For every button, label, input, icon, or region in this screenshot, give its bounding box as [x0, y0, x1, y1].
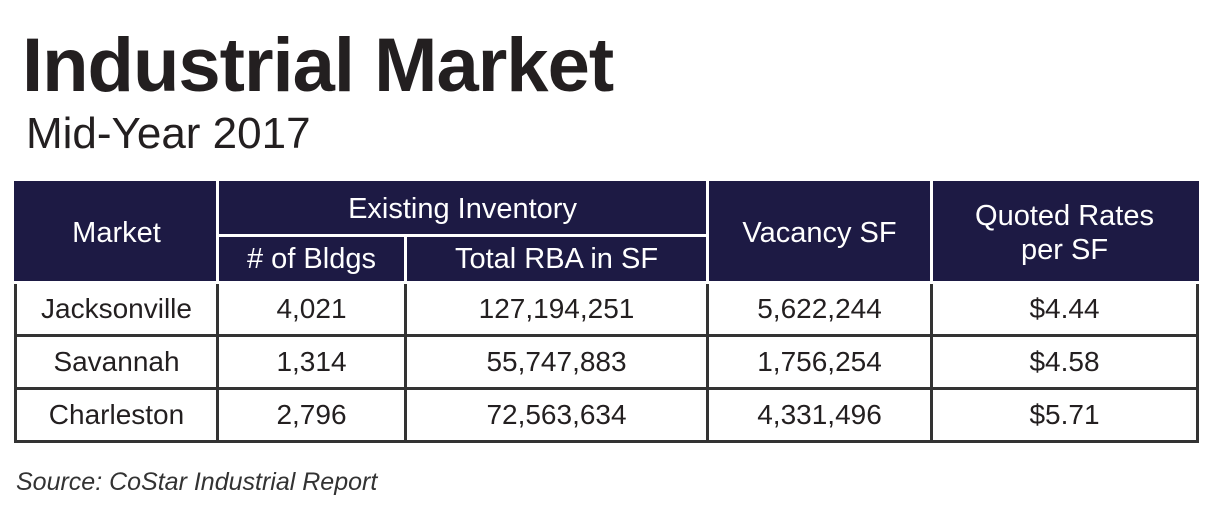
cell-bldgs: 4,021 [216, 281, 407, 337]
source-note: Source: CoStar Industrial Report [16, 468, 378, 496]
header-total-rba: Total RBA in SF [403, 234, 710, 284]
page-subtitle: Mid-Year 2017 [26, 109, 311, 158]
cell-bldgs: 1,314 [216, 334, 407, 390]
header-num-bldgs: # of Bldgs [216, 234, 407, 284]
page-title: Industrial Market [22, 23, 614, 108]
cell-rate: $4.58 [930, 334, 1200, 390]
cell-market: Savannah [14, 334, 219, 390]
header-quoted-rates-line1: Quoted Rates [975, 199, 1154, 232]
cell-market: Charleston [14, 387, 219, 443]
header-quoted-rates-line2: per SF [1021, 233, 1109, 266]
table-row: Jacksonville 4,021 127,194,251 5,622,244… [14, 281, 1200, 337]
cell-rba: 127,194,251 [403, 281, 710, 337]
table-subheader-row: # of Bldgs Total RBA in SF [16, 234, 1198, 284]
cell-bldgs: 2,796 [216, 387, 407, 443]
cell-rate: $5.71 [930, 387, 1200, 443]
industrial-market-table: Market Existing Inventory Vacancy SF Quo… [14, 181, 1200, 443]
cell-rba: 72,563,634 [403, 387, 710, 443]
table-row: Charleston 2,796 72,563,634 4,331,496 $5… [14, 387, 1200, 443]
header-vacancy: Vacancy SF [706, 181, 934, 284]
table-row: Savannah 1,314 55,747,883 1,756,254 $4.5… [14, 334, 1200, 390]
cell-vacancy: 4,331,496 [706, 387, 934, 443]
header-existing-inventory: Existing Inventory [215, 181, 710, 237]
cell-vacancy: 5,622,244 [706, 281, 934, 337]
cell-vacancy: 1,756,254 [706, 334, 934, 390]
header-quoted-rates: Quoted Rates per SF [930, 181, 1200, 284]
cell-rate: $4.44 [930, 281, 1200, 337]
cell-rba: 55,747,883 [403, 334, 710, 390]
header-market: Market [14, 181, 219, 284]
table-header-row: Market Existing Inventory Vacancy SF Quo… [14, 181, 1200, 284]
cell-market: Jacksonville [14, 281, 219, 337]
